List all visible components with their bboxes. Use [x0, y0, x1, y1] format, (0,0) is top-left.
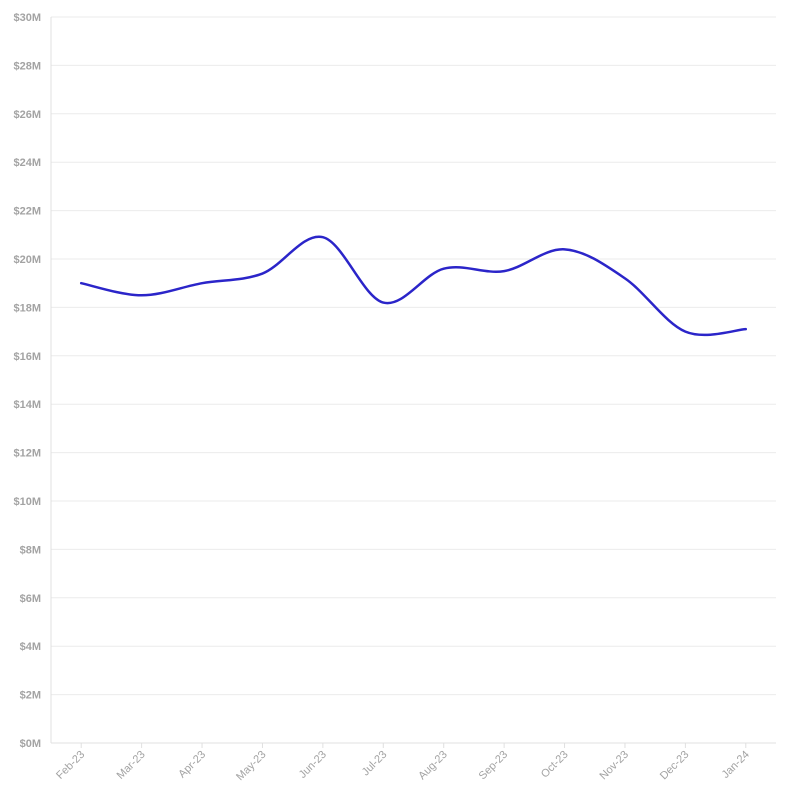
series-layer — [79, 235, 748, 337]
x-axis-ticks: Feb-23 Mar-23 Apr-23 May-23 Jun-23 Jul-23 Aug-… — [54, 749, 752, 783]
x-tick-label: Feb-23 — [54, 749, 87, 782]
x-tick-label: Mar-23 — [115, 749, 148, 782]
y-tick-label: $2M — [20, 690, 41, 702]
x-tick-label: Sep-23 — [477, 749, 511, 783]
x-tick-label: Dec-23 — [658, 749, 692, 783]
y-tick-label: $28M — [13, 60, 41, 72]
y-tick-label: $0M — [20, 738, 41, 750]
y-axis-ticks: $0M $2M $4M $6M $8M $10M $12M $14M $16M $18M $20M $… — [13, 12, 41, 750]
x-tick-label: Aug-23 — [416, 749, 450, 783]
y-tick-label: $26M — [13, 109, 41, 121]
y-tick-label: $12M — [13, 448, 41, 460]
y-tick-label: $22M — [13, 206, 41, 218]
gridlines — [50, 16, 776, 748]
y-tick-label: $10M — [13, 496, 41, 508]
x-tick-label: Jul-23 — [360, 749, 390, 779]
x-tick-label: May-23 — [234, 749, 268, 783]
y-tick-label: $16M — [13, 351, 41, 363]
x-tick-label: Apr-23 — [176, 749, 208, 781]
y-tick-label: $30M — [13, 12, 41, 24]
y-tick-label: $18M — [13, 302, 41, 314]
y-tick-label: $20M — [13, 254, 41, 266]
x-tick-label: Jun-23 — [297, 749, 329, 781]
x-tick-label: Jan-24 — [720, 749, 752, 781]
series-line — [79, 235, 748, 337]
y-tick-label: $14M — [13, 399, 41, 411]
x-tick-label: Oct-23 — [539, 749, 571, 781]
y-tick-label: $24M — [13, 157, 41, 169]
y-tick-label: $6M — [20, 593, 41, 605]
y-tick-label: $4M — [20, 641, 41, 653]
y-tick-label: $8M — [20, 544, 41, 556]
x-tick-label: Nov-23 — [598, 749, 632, 783]
